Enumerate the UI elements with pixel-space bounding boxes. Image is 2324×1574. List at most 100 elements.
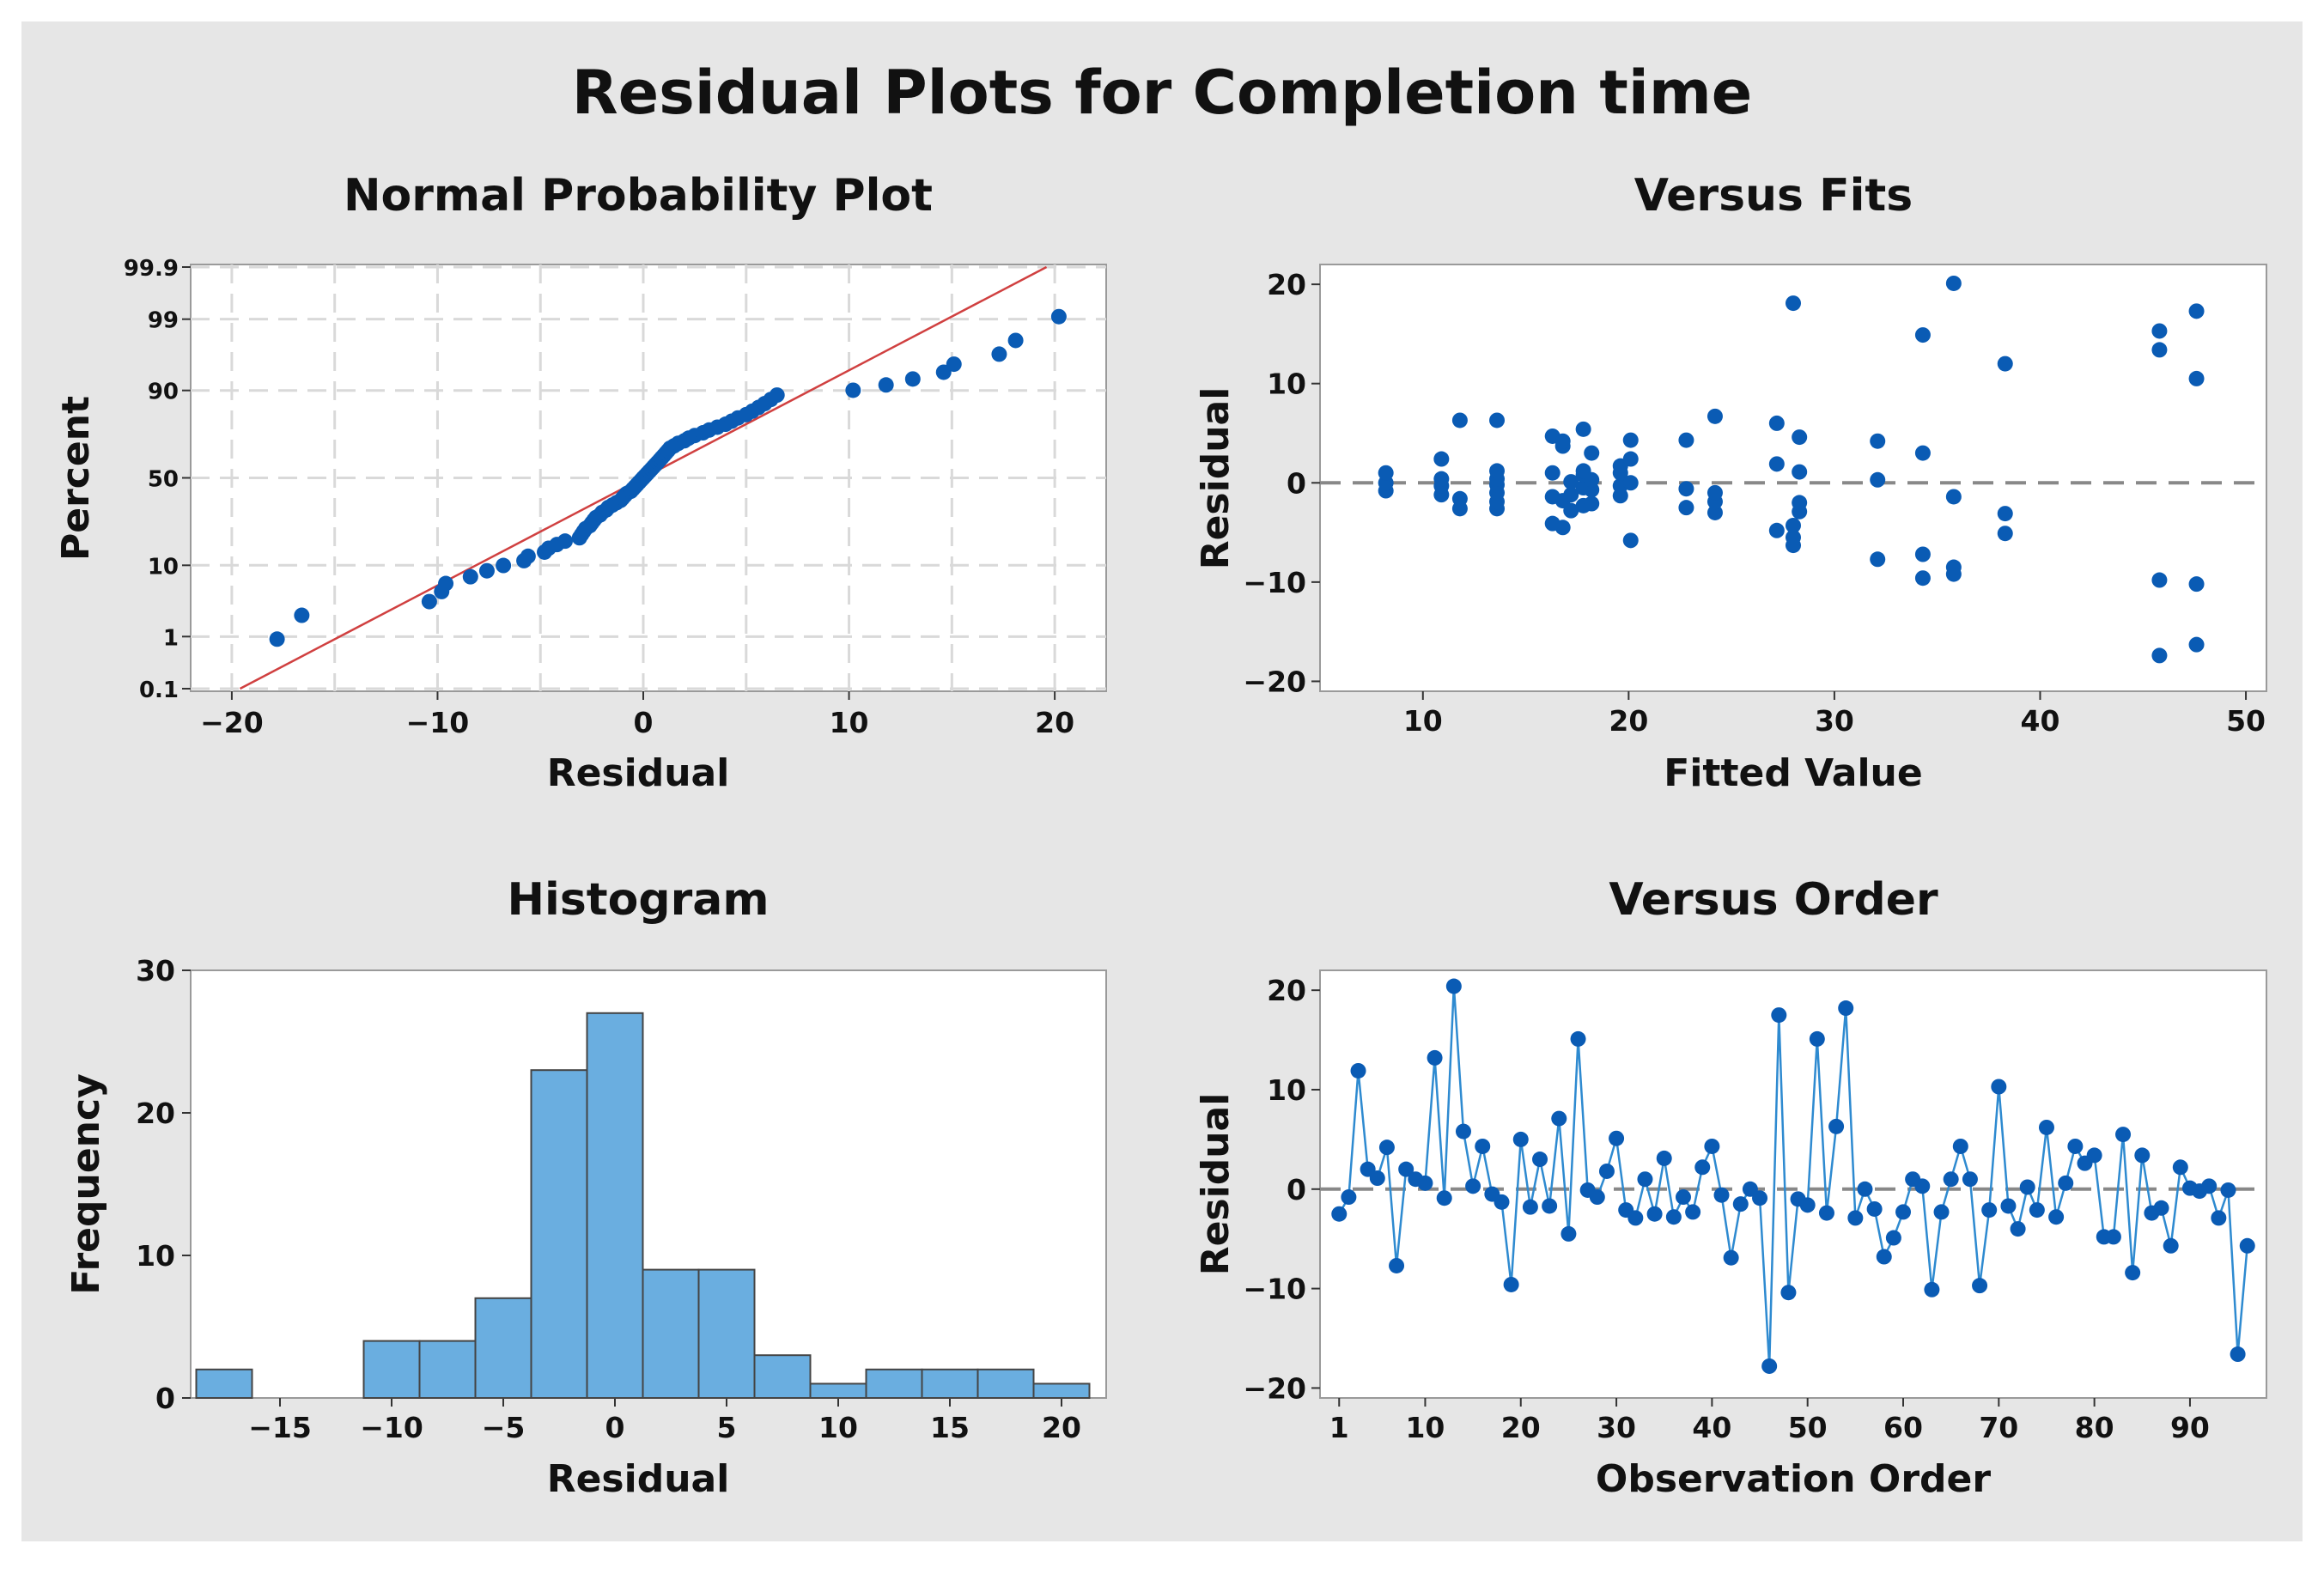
fits-point: [1768, 456, 1785, 472]
normal-point: [904, 371, 921, 387]
normal-grid: [191, 264, 1106, 691]
order-point: [1847, 1210, 1864, 1226]
order-point: [1704, 1138, 1720, 1154]
hist-bar: [474, 1297, 532, 1400]
order-point: [2067, 1138, 2084, 1154]
order-point: [1369, 1170, 1385, 1187]
order-xtick-label: 60: [1883, 1411, 1923, 1444]
fits-point: [1870, 433, 1886, 449]
fits-point: [2151, 342, 2168, 358]
hist-xtick-label: 20: [1042, 1411, 1081, 1444]
order-point: [1560, 1225, 1577, 1242]
order-point: [1475, 1138, 1491, 1154]
fits-plot-area: [1319, 264, 2267, 692]
order-point: [2000, 1198, 2017, 1214]
normal-ytick-label: 99.9: [124, 256, 179, 282]
fits-point: [1489, 463, 1506, 479]
order-point: [1665, 1209, 1682, 1225]
order-point: [1952, 1138, 1968, 1154]
hist-bar: [586, 1012, 644, 1400]
order-point: [1876, 1249, 1892, 1265]
order-point: [1924, 1281, 1940, 1297]
order-point: [1436, 1190, 1452, 1206]
fits-point: [1786, 529, 1801, 545]
fits-point: [2188, 303, 2205, 319]
order-point: [1465, 1178, 1481, 1194]
fits-point: [1378, 465, 1394, 481]
order-point: [1598, 1163, 1615, 1179]
order-ytick-label: 20: [1267, 974, 1306, 1007]
order-plot-title: Versus Order: [1609, 874, 1938, 926]
hist-bar: [809, 1383, 867, 1400]
order-point: [2086, 1147, 2102, 1164]
fits-point: [1554, 433, 1571, 449]
fits-ytick-label: −20: [1243, 665, 1306, 698]
hist-bar: [865, 1368, 923, 1400]
fits-point: [1563, 487, 1579, 503]
hist-xtick-label: 10: [818, 1411, 858, 1444]
versus-order-panel: Versus Order 1 10 20 30 40 50 60 70 80 90−20−1001…: [1194, 874, 2267, 1501]
normal-point: [557, 533, 573, 550]
order-point: [1398, 1161, 1414, 1177]
order-point: [1341, 1189, 1357, 1206]
order-point: [2058, 1175, 2074, 1191]
order-point: [1981, 1202, 1998, 1218]
order-point: [1627, 1210, 1644, 1226]
order-point: [1838, 1000, 1854, 1017]
order-point: [2239, 1237, 2255, 1254]
fits-point: [1622, 432, 1639, 448]
normal-ytick-label: 1: [163, 625, 179, 651]
order-ytick-label: −20: [1243, 1371, 1306, 1405]
order-point: [1933, 1204, 1950, 1220]
normal-ylabel: Percent: [54, 396, 98, 561]
fits-point: [1945, 559, 1962, 575]
normal-point: [946, 356, 962, 373]
hist-bar: [362, 1340, 421, 1399]
hist-xtick-label: −5: [482, 1411, 526, 1444]
order-point: [1427, 1049, 1443, 1066]
order-point: [1589, 1189, 1605, 1206]
fits-xtick-label: 30: [1815, 704, 1854, 738]
normal-point: [1007, 332, 1024, 349]
order-point: [2211, 1210, 2227, 1226]
order-xtick-label: 80: [2075, 1411, 2114, 1444]
order-point: [1675, 1189, 1691, 1206]
hist-bar: [530, 1069, 588, 1399]
normal-point: [496, 557, 512, 574]
fits-xtick-label: 20: [1609, 704, 1648, 738]
fits-point: [1945, 489, 1962, 505]
order-point: [1350, 1062, 1366, 1079]
fits-xtick-label: 50: [2226, 704, 2266, 738]
fits-ylabel: Residual: [1194, 387, 1238, 570]
normal-point: [478, 562, 495, 579]
order-ytick-label: 0: [1287, 1173, 1306, 1206]
order-point: [1723, 1249, 1739, 1266]
fits-point: [1678, 432, 1694, 448]
order-point: [1713, 1187, 1730, 1203]
fits-point: [1997, 506, 2013, 522]
order-points: [1331, 978, 2255, 1374]
order-point: [2134, 1147, 2151, 1164]
normal-xlabel: Residual: [547, 751, 730, 795]
normal-point: [520, 548, 536, 564]
normal-ytick-label: 90: [148, 380, 179, 405]
order-point: [2153, 1200, 2169, 1216]
fits-ytick-label: 20: [1267, 268, 1306, 301]
order-point: [2172, 1159, 2188, 1176]
order-point: [2163, 1237, 2179, 1254]
fits-point: [1870, 551, 1886, 568]
fits-ytick-label: 10: [1267, 368, 1306, 401]
order-point: [1761, 1358, 1778, 1374]
order-point: [1771, 1007, 1787, 1024]
fits-xtick-label: 10: [1403, 704, 1443, 738]
order-point: [1656, 1150, 1672, 1166]
order-point: [1512, 1131, 1529, 1147]
hist-bar: [195, 1368, 253, 1400]
order-plot-area: [1319, 969, 2267, 1399]
order-ytick-label: 10: [1267, 1073, 1306, 1107]
fits-point: [1433, 471, 1450, 487]
normal-ytick-label: 99: [148, 308, 179, 334]
order-point: [1637, 1171, 1653, 1188]
fits-point: [1622, 532, 1639, 549]
fits-point: [1706, 504, 1723, 520]
